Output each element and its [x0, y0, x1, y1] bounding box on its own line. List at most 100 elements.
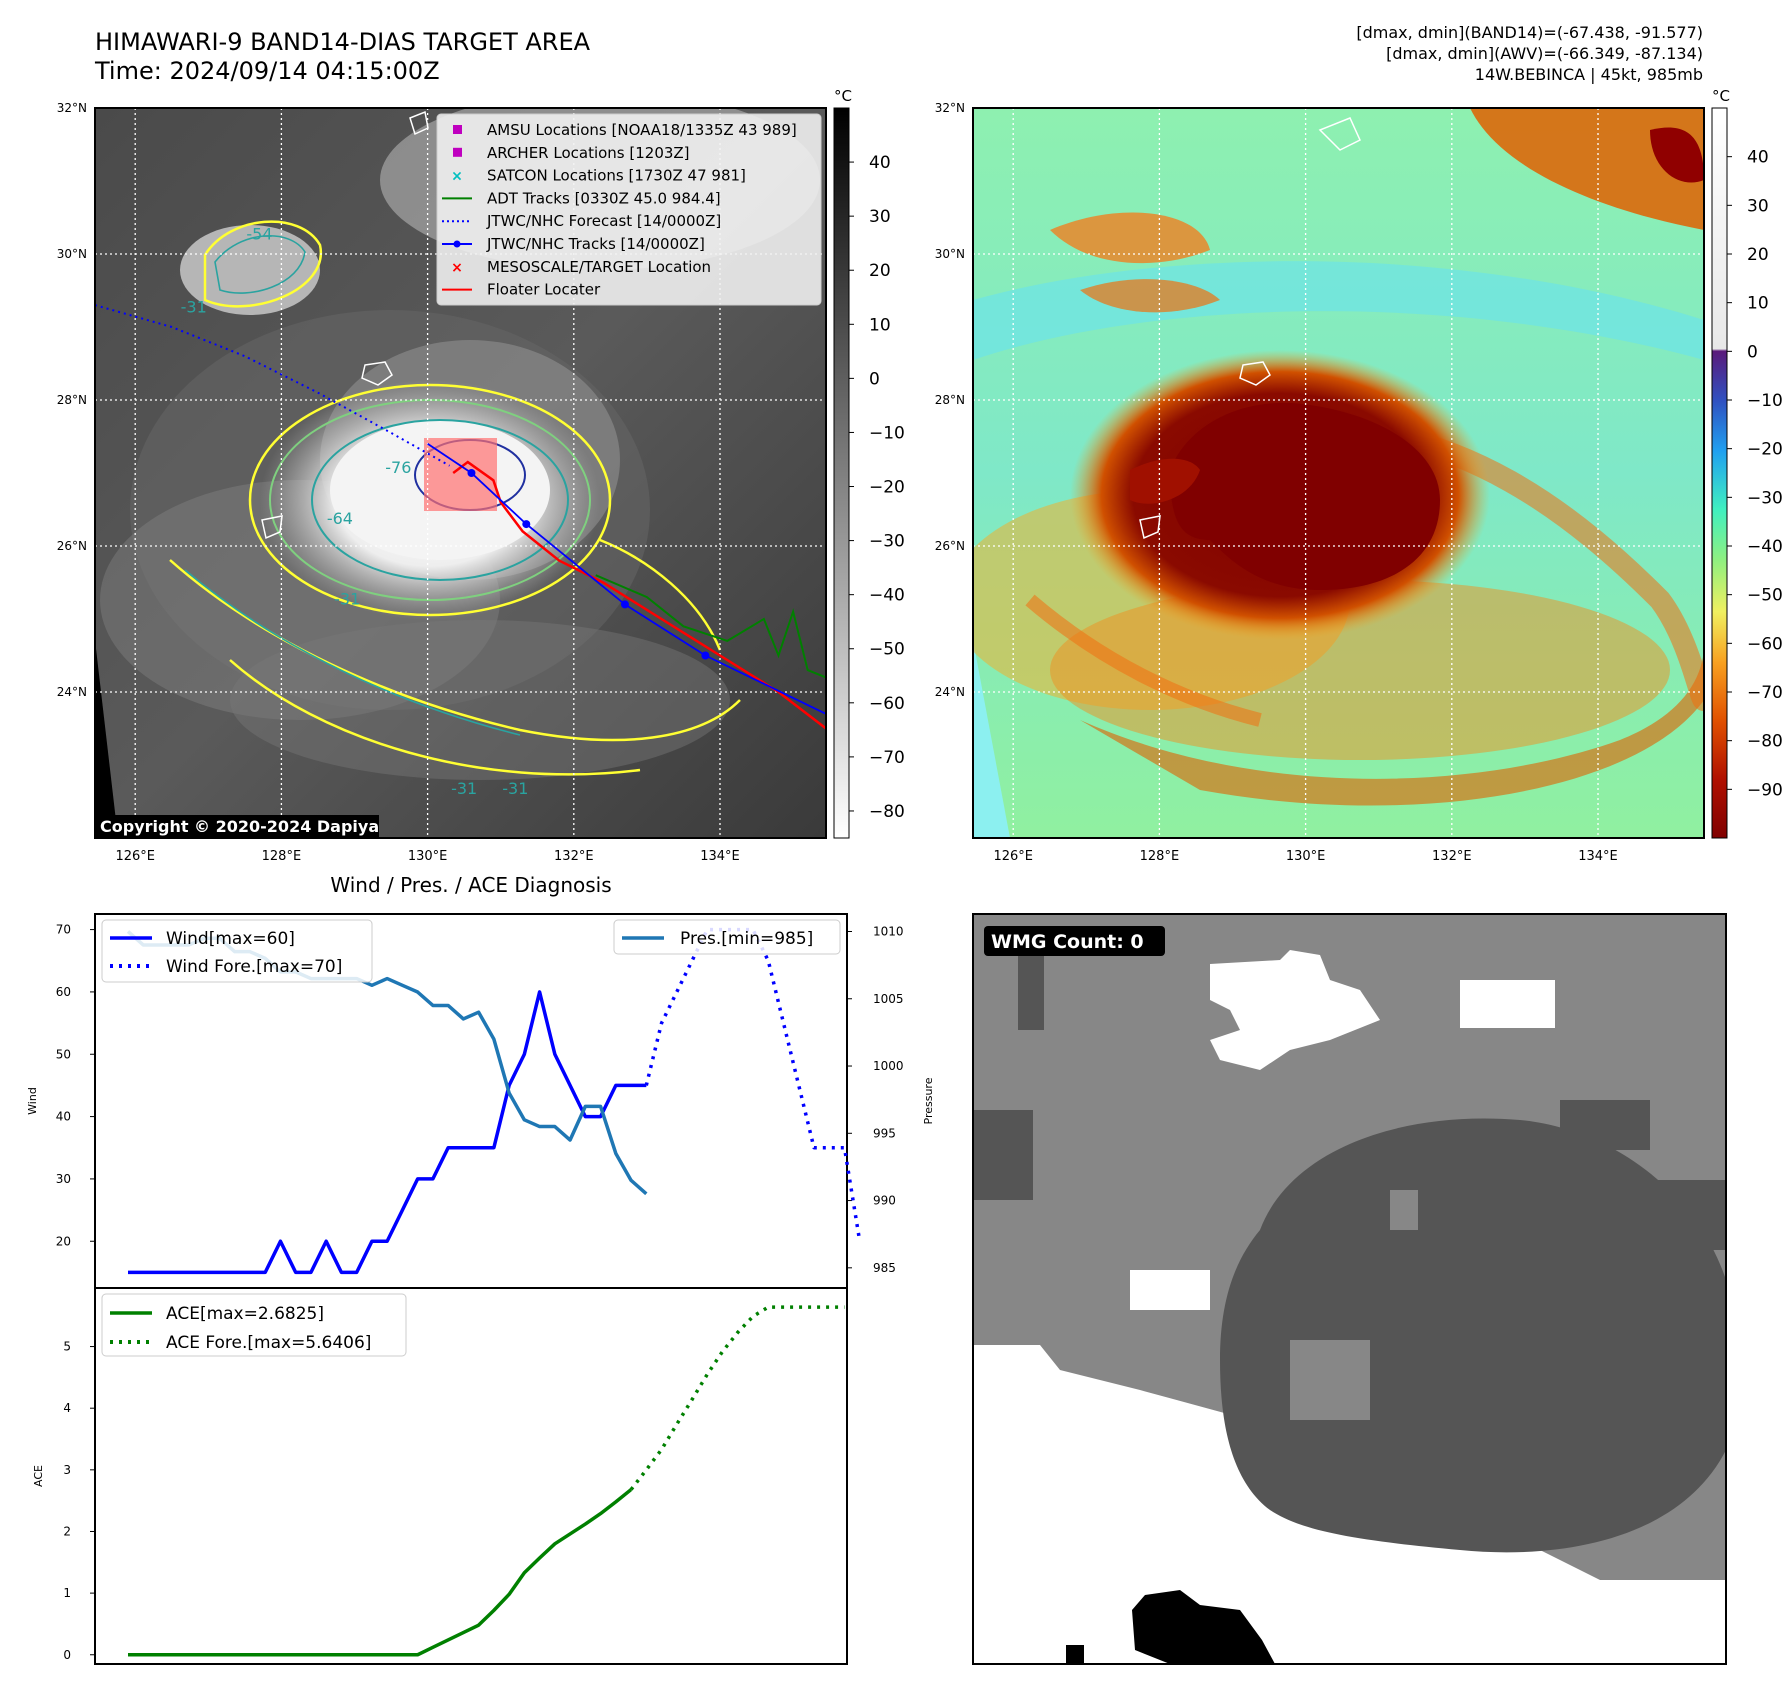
ir-colorbar-tick-label: −70: [869, 748, 905, 768]
figure-time: Time: 2024/09/14 04:15:00Z: [94, 57, 440, 85]
wind-tick-label: 40: [56, 1110, 71, 1124]
awv-colorbar-tick-label: −70: [1747, 683, 1783, 703]
ace-legend: ACE[max=2.6825] ACE Fore.[max=5.6406]: [101, 1293, 407, 1357]
ir-colorbar-tick-label: 0: [869, 369, 880, 389]
awv-colorbar-tick-label: 40: [1747, 148, 1769, 168]
ir-colorbar-tick-label: −80: [869, 802, 905, 822]
ace-tick-label: 0: [63, 1648, 71, 1662]
jtwc-forecast-track: [95, 304, 451, 467]
series-line: [128, 990, 647, 1275]
awv-colorbar-tick-label: −80: [1747, 732, 1783, 752]
legend-item: AMSU Locations [NOAA18/1335Z 43 989]: [453, 121, 797, 139]
awv-colorbar-tick-label: −90: [1747, 780, 1783, 800]
awv-lat-tick-label: 32°N: [935, 101, 965, 115]
ir-colorbar-tick-label: −40: [869, 586, 905, 606]
ace-tick-label: 3: [63, 1463, 71, 1477]
awv-lat-tick-label: 24°N: [935, 685, 965, 699]
awv-lon-tick-label: 132°E: [1432, 849, 1472, 864]
contour-label: -54: [246, 224, 272, 243]
ir-colorbar-tick-label: −20: [869, 478, 905, 498]
awv-lon-tick-label: 134°E: [1578, 849, 1618, 864]
pressure-legend: Pres.[min=985]: [613, 919, 841, 955]
awv-colorbar-tick-label: 20: [1747, 245, 1769, 265]
jtwc-track-point: [467, 469, 476, 477]
awv-lon-tick-label: 128°E: [1140, 849, 1180, 864]
wind-tick-label: 20: [56, 1234, 71, 1248]
ace-tick-label: 5: [63, 1340, 71, 1354]
ir-lon-tick-label: 130°E: [408, 849, 448, 864]
ir-colorbar-tick-label: 10: [869, 315, 891, 335]
wind-pressure-chart: Wind / Pres. / ACE Diagnosis Wind Pressu…: [26, 873, 935, 1289]
jtwc-track: [427, 443, 826, 715]
jtwc-track-point: [522, 520, 531, 529]
pressure-tick-label: 1000: [873, 1059, 904, 1073]
legend-x-marker: ×: [451, 169, 463, 185]
jtwc-track-point: [701, 651, 710, 660]
awv-colorbar-tick-label: −20: [1747, 440, 1783, 460]
adt-track: [595, 574, 826, 679]
legend-ace-forecast: ACE Fore.[max=5.6406]: [166, 1333, 371, 1353]
series-line: [644, 927, 862, 1242]
awv-colorbar-tick-label: −60: [1747, 634, 1783, 654]
pressure-tick-label: 1010: [873, 924, 904, 938]
storm-info: 14W.BEBINCA | 45kt, 985mb: [1475, 65, 1703, 84]
ir-lat-tick-label: 30°N: [57, 247, 87, 261]
ir-lat-tick-label: 32°N: [57, 101, 87, 115]
awv-colorbar-tick-label: 0: [1747, 342, 1758, 362]
legend-ace: ACE[max=2.6825]: [166, 1304, 324, 1324]
ir-colorbar-tick-label: −30: [869, 532, 905, 552]
series-line: [128, 1488, 633, 1657]
awv-colorbar-tick-label: −50: [1747, 586, 1783, 606]
legend-item-label: SATCON Locations [1730Z 47 981]: [487, 167, 746, 185]
awv-lat-tick-label: 28°N: [935, 393, 965, 407]
ir-lon-tick-label: 132°E: [554, 849, 594, 864]
contour-label: -31: [451, 779, 477, 798]
legend-item: JTWC/NHC Forecast [14/0000Z]: [442, 212, 721, 230]
legend-item-label: AMSU Locations [NOAA18/1335Z 43 989]: [487, 121, 797, 139]
legend-square-marker: [453, 125, 462, 134]
awv-colorbar-tick-label: −40: [1747, 537, 1783, 557]
ir-lat-tick-label: 24°N: [57, 685, 87, 699]
awv-lat-tick-label: 30°N: [935, 247, 965, 261]
legend-x-marker: ×: [451, 260, 463, 276]
legend-item-label: MESOSCALE/TARGET Location: [487, 258, 711, 276]
contour-label: -31: [181, 297, 207, 316]
ace-tick-label: 4: [63, 1401, 71, 1415]
map-legend: AMSU Locations [NOAA18/1335Z 43 989] ARCH…: [436, 113, 822, 306]
legend-dot-marker: [453, 240, 461, 248]
awv-colorbar-tick-label: −30: [1747, 488, 1783, 508]
awv-lat-tick-label: 26°N: [935, 539, 965, 553]
legend-item-label: JTWC/NHC Forecast [14/0000Z]: [486, 212, 721, 230]
legend-wind: Wind[max=60]: [166, 929, 295, 949]
legend-item: ADT Tracks [0330Z 45.0 984.4]: [442, 189, 721, 207]
ir-lon-tick-label: 126°E: [115, 849, 155, 864]
contour-label: -31: [502, 779, 528, 798]
ir-colorbar-tick-label: −50: [869, 640, 905, 660]
jtwc-track-point: [620, 600, 629, 609]
ir-colorbar: °C 40 30 20 10 0 −10 −20 −30 −40 −50 −60 −70 −80: [833, 87, 905, 839]
pressure-tick-label: 990: [873, 1194, 896, 1208]
wind-tick-label: 60: [56, 985, 71, 999]
legend-wind-forecast: Wind Fore.[max=70]: [166, 957, 342, 977]
ir-colorbar-tick-label: 30: [869, 207, 891, 227]
legend-item: ARCHER Locations [1203Z]: [453, 144, 690, 162]
legend-square-marker: [453, 147, 462, 157]
wind-axis-label: Wind: [26, 1087, 39, 1115]
contour-label: -31: [334, 589, 360, 608]
floater-track: [452, 460, 826, 730]
pressure-tick-label: 1005: [873, 992, 904, 1006]
contour-label: -64: [327, 509, 353, 528]
wind-tick-label: 50: [56, 1047, 71, 1061]
legend-item-label: JTWC/NHC Tracks [14/0000Z]: [486, 235, 705, 253]
ace-tick-label: 1: [63, 1586, 71, 1600]
diagnosis-title: Wind / Pres. / ACE Diagnosis: [330, 873, 611, 897]
awv-map-panel: 32°N 30°N 28°N 26°N 24°N 126°E 128°E 130°E 132°…: [935, 87, 1783, 864]
ir-map-panel: -54 -31 -76 -64 -31 -31 -31 32°N 30°N 28°N 26°N 24…: [57, 87, 905, 864]
band-stats: [dmax, dmin](BAND14)=(-67.438, -91.577): [1356, 23, 1703, 42]
ir-colorbar-tick-label: −60: [869, 694, 905, 714]
ace-chart: ACE 0 1 2 3 4 5 ACE[max=2.6825] ACE Fore.[max…: [32, 1287, 848, 1665]
ir-colorbar-tick-label: 40: [869, 153, 891, 173]
ir-colorbar-tick-label: −10: [869, 423, 905, 443]
copyright-label: Copyright © 2020-2024 Dapiya: [100, 817, 379, 836]
